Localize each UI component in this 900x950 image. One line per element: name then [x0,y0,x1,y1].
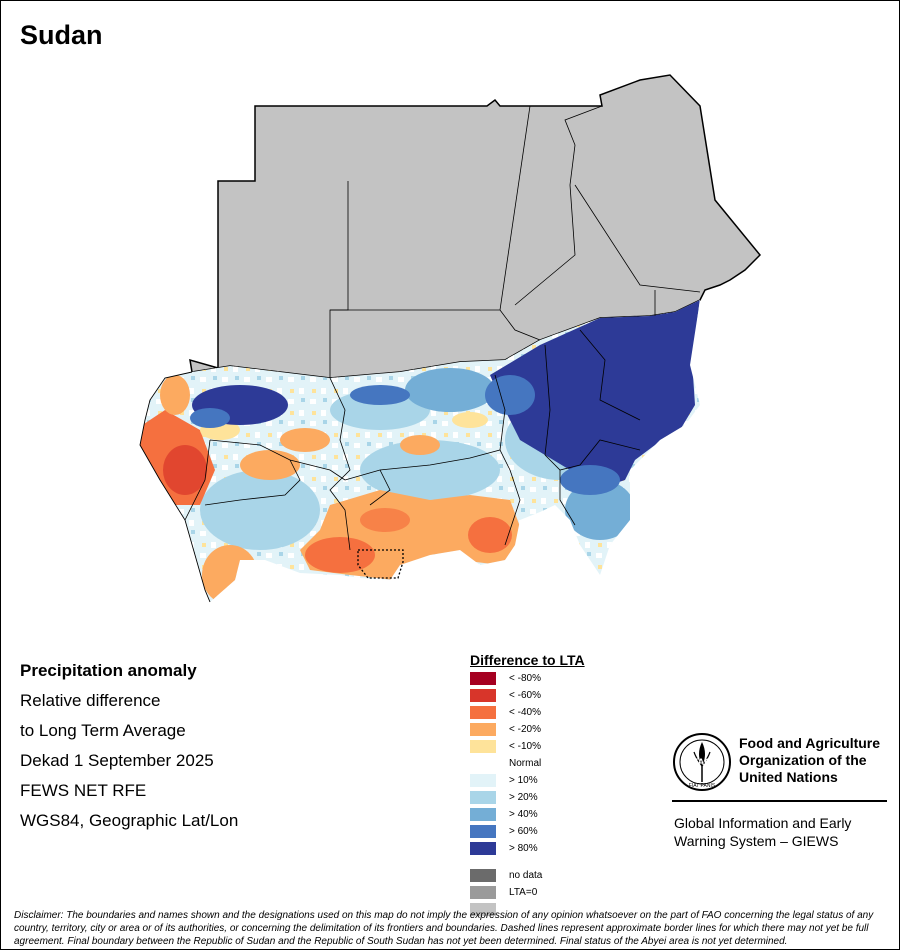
fao-name: Food and Agriculture Organization of the… [739,735,880,786]
legend-label: > 40% [509,809,538,820]
legend-swatch [470,842,496,855]
legend-swatch [470,791,496,804]
legend-label: > 20% [509,792,538,803]
info-heading: Precipitation anomaly [20,661,197,680]
sudan-map[interactable] [130,70,770,615]
fao-name-line: United Nations [739,769,838,785]
legend-swatch [470,740,496,753]
abyei-area [357,549,404,579]
fao-motto: FIAT PANIS [689,783,716,789]
legend-swatch [470,886,496,899]
legend-normal-label: Normal [509,758,542,769]
giews-name: Global Information and Early Warning Sys… [674,814,851,850]
giews-line: Warning System – GIEWS [674,833,839,849]
info-line: Relative difference [20,691,161,710]
legend-swatch [470,903,496,916]
legend-label: > 80% [509,843,538,854]
legend-label: < -10% [509,741,541,752]
fao-name-line: Food and Agriculture [739,735,881,751]
fao-logo-icon: FAO FIAT PANIS [673,733,731,791]
legend-label: < -40% [509,707,541,718]
legend-swatch [470,808,496,821]
legend-label: < -80% [509,673,541,684]
legend-label: < -20% [509,724,541,735]
info-line: to Long Term Average [20,721,186,740]
disclaimer: Disclaimer: The boundaries and names sho… [14,910,874,947]
fao-name-line: Organization of the [739,752,867,768]
legend-label: > 60% [509,826,538,837]
info-line: Dekad 1 September 2025 [20,751,214,770]
legend-label: < -60% [509,690,541,701]
legend-swatch [470,825,496,838]
legend-swatch [470,706,496,719]
legend-label: > 10% [509,775,538,786]
legend-swatch [470,774,496,787]
legend-title: Difference to LTA [470,652,585,668]
legend-swatch [470,869,496,882]
giews-line: Global Information and Early [674,815,852,831]
country-outline [139,371,211,603]
map-info: Precipitation anomaly Relative differenc… [20,656,238,836]
legend-swatch [470,689,496,702]
legend-swatch [470,723,496,736]
divider [672,800,887,802]
info-line: WGS84, Geographic Lat/Lon [20,811,239,830]
info-line: FEWS NET RFE [20,781,147,800]
fao-logo-text: FAO [693,757,712,767]
legend-swatch [470,672,496,685]
state-borders [184,105,701,551]
legend-label: LTA=0 [509,887,538,898]
map-title: Sudan [20,20,103,50]
legend-label: no data [509,870,543,881]
